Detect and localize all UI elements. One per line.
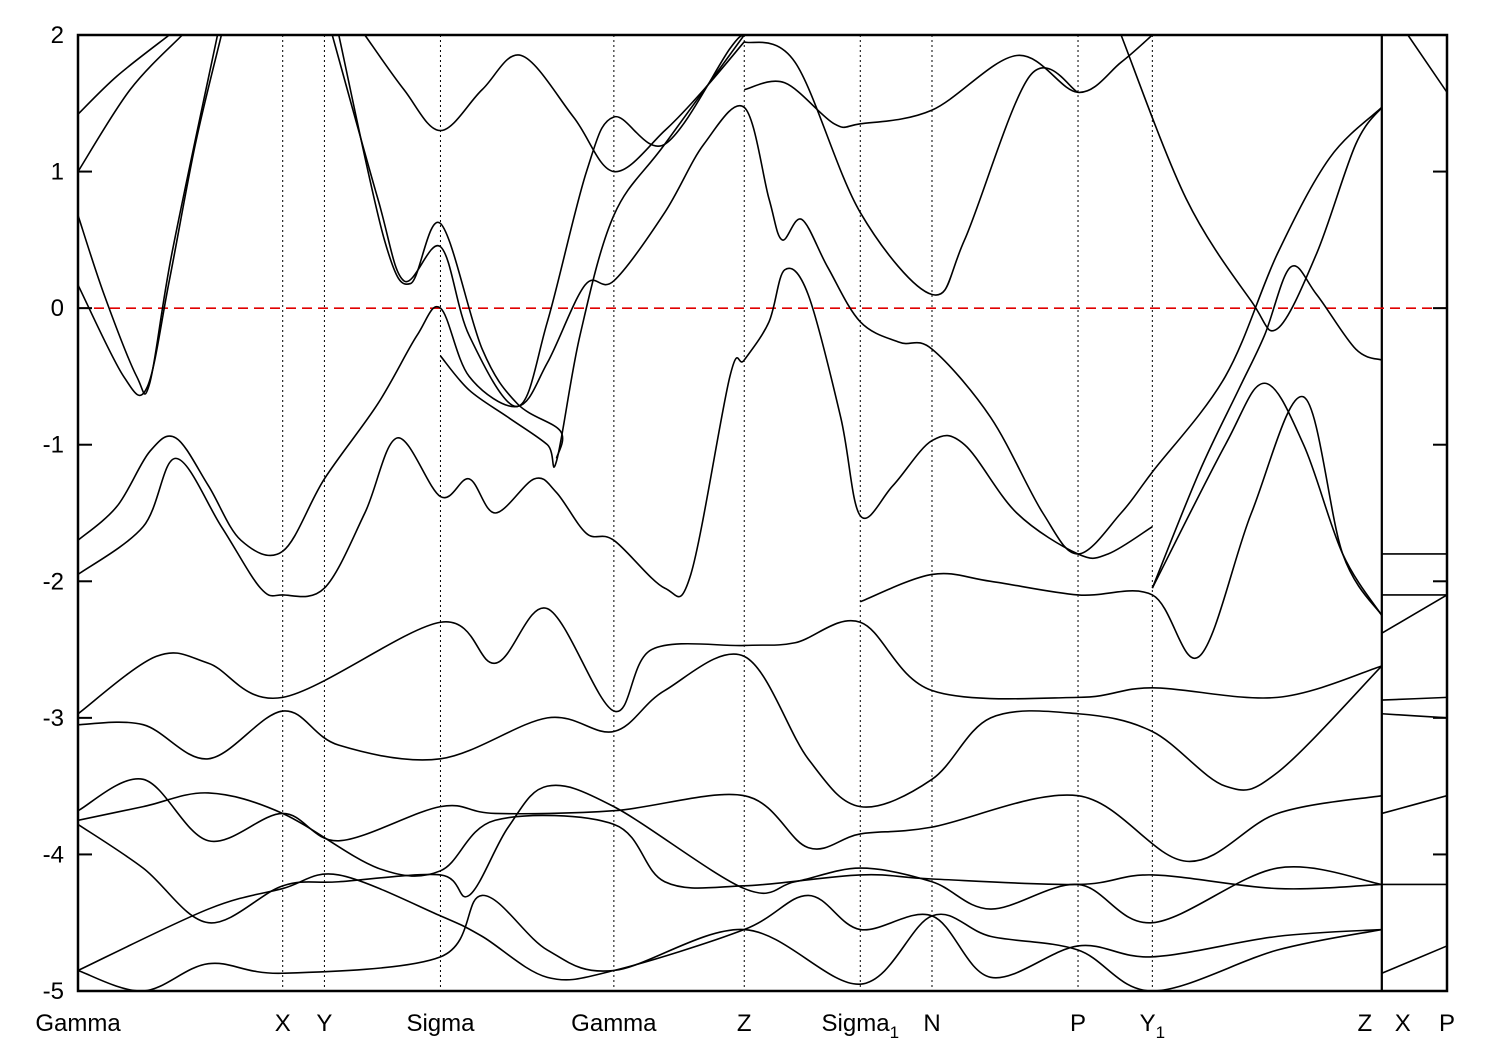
band-line xyxy=(1381,696,1447,701)
x-tick-label: N xyxy=(923,1010,940,1037)
x-tick-label: Gamma xyxy=(35,1010,121,1037)
band-line xyxy=(1407,35,1447,93)
x-tick-label: P xyxy=(1439,1010,1455,1037)
bands xyxy=(78,35,1447,991)
y-tick-label: 2 xyxy=(51,22,64,49)
x-tick-label: Gamma xyxy=(571,1010,657,1037)
band-line xyxy=(78,894,1382,991)
y-tick-label: -2 xyxy=(43,568,64,595)
x-tick-label: Z xyxy=(737,1010,752,1037)
plot-frame xyxy=(76,33,1449,993)
band-line xyxy=(78,784,1382,924)
band-line xyxy=(78,35,223,397)
band-line xyxy=(743,41,1079,296)
y-tick-labels: -5 -4 -3 -2 -1 0 1 2 xyxy=(43,22,64,1005)
y-tick-label: -1 xyxy=(43,432,64,459)
band-line xyxy=(78,778,1382,863)
band-line xyxy=(78,267,1153,598)
band-line xyxy=(78,607,1383,715)
band-line xyxy=(439,35,745,469)
y-tick-label: -3 xyxy=(43,705,64,732)
x-tick-label: X xyxy=(275,1010,291,1037)
x-tick-labels: Gamma X Y Sigma Gamma Z Sigma1 N P Y1 Z X P xyxy=(35,1010,1455,1042)
band-line xyxy=(744,35,1153,129)
y-tick-label: -4 xyxy=(43,841,64,868)
band-line xyxy=(860,396,1383,660)
band-line xyxy=(78,792,1382,890)
band-line xyxy=(1381,594,1447,634)
band-line xyxy=(337,35,564,459)
x-tick-label: Z xyxy=(1357,1010,1372,1037)
x-tick-label: Y xyxy=(316,1010,332,1037)
y-tick-label: -5 xyxy=(43,978,64,1005)
y-tick-label: 0 xyxy=(51,295,64,322)
band-line xyxy=(331,35,745,408)
band-line xyxy=(1120,35,1383,332)
band-line xyxy=(1381,945,1447,974)
band-line xyxy=(78,35,219,395)
x-tick-label: X xyxy=(1395,1010,1411,1037)
axes xyxy=(76,33,1449,993)
x-tick-label: P xyxy=(1070,1010,1086,1037)
x-tick-label: Y1 xyxy=(1140,1010,1165,1042)
band-line xyxy=(78,35,183,173)
band-line xyxy=(1381,794,1447,815)
y-tick-label: 1 xyxy=(51,159,64,186)
x-tick-label: Sigma1 xyxy=(822,1010,900,1042)
band-line xyxy=(1151,265,1383,589)
band-line xyxy=(1151,382,1383,616)
band-line xyxy=(78,35,170,115)
x-tick-label: Sigma xyxy=(406,1010,475,1037)
band-line xyxy=(78,104,1383,557)
band-line xyxy=(78,653,1383,808)
kpoint-lines xyxy=(282,35,1383,991)
band-line xyxy=(364,35,745,173)
